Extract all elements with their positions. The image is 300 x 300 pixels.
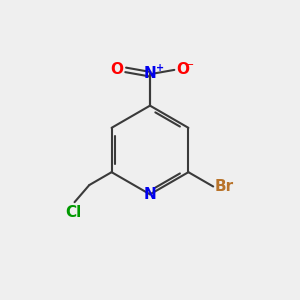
- Text: +: +: [156, 64, 164, 74]
- Text: −: −: [185, 60, 195, 70]
- Text: O: O: [110, 62, 123, 77]
- Text: Br: Br: [214, 179, 234, 194]
- Text: N: N: [144, 66, 156, 81]
- Text: N: N: [144, 187, 156, 202]
- Text: O: O: [177, 62, 190, 77]
- Text: Cl: Cl: [65, 205, 81, 220]
